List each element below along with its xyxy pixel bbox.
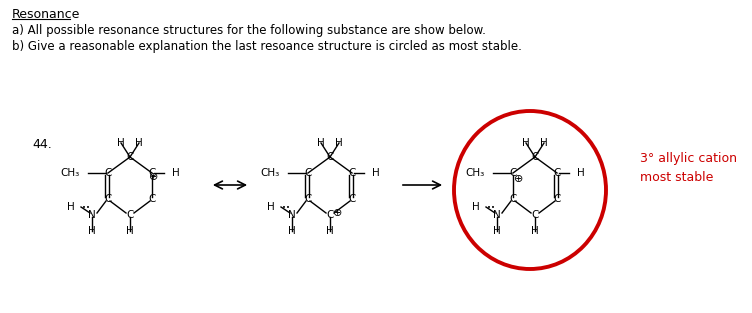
Text: C: C (326, 152, 334, 162)
Text: a) All possible resonance structures for the following substance are show below.: a) All possible resonance structures for… (12, 24, 486, 37)
Text: CH₃: CH₃ (261, 168, 280, 178)
Text: C: C (105, 168, 112, 178)
Text: b) Give a reasonable explanation the last resoance structure is circled as most : b) Give a reasonable explanation the las… (12, 40, 522, 53)
Text: H: H (531, 226, 539, 236)
Text: C: C (509, 194, 517, 204)
Text: C: C (105, 194, 112, 204)
Text: H: H (493, 226, 501, 236)
Text: H: H (326, 226, 334, 236)
Text: C: C (348, 194, 356, 204)
Text: C: C (305, 168, 311, 178)
Text: N: N (493, 210, 501, 220)
Text: C: C (126, 152, 134, 162)
Text: C: C (305, 194, 311, 204)
Text: H: H (540, 138, 548, 148)
Text: N: N (88, 210, 96, 220)
Text: H: H (67, 202, 75, 212)
Text: H: H (577, 168, 585, 178)
Text: ••: •• (487, 205, 495, 211)
Text: C: C (553, 168, 561, 178)
Text: C: C (348, 168, 356, 178)
Text: Resonance: Resonance (12, 8, 80, 21)
Text: C: C (126, 210, 134, 220)
Text: CH₃: CH₃ (61, 168, 80, 178)
Text: H: H (472, 202, 480, 212)
Text: H: H (88, 226, 96, 236)
Text: C: C (553, 194, 561, 204)
Text: H: H (288, 226, 296, 236)
Text: N: N (288, 210, 296, 220)
Text: 44.: 44. (32, 138, 52, 151)
Text: H: H (126, 226, 134, 236)
Text: H: H (335, 138, 343, 148)
Text: ••: •• (282, 205, 290, 211)
Text: H: H (172, 168, 180, 178)
Text: ⊕: ⊕ (150, 172, 159, 182)
Text: CH₃: CH₃ (465, 168, 485, 178)
Text: C: C (148, 168, 156, 178)
Text: H: H (135, 138, 143, 148)
Text: 3° allylic cation
most stable: 3° allylic cation most stable (640, 152, 737, 184)
Text: C: C (532, 152, 538, 162)
Text: C: C (532, 210, 538, 220)
Text: H: H (522, 138, 530, 148)
Text: H: H (372, 168, 380, 178)
Text: H: H (267, 202, 275, 212)
Text: ••: •• (82, 205, 90, 211)
Text: ⊕: ⊕ (333, 208, 343, 218)
Text: C: C (326, 210, 334, 220)
Text: ⊕: ⊕ (514, 174, 523, 184)
Text: C: C (148, 194, 156, 204)
Text: H: H (117, 138, 125, 148)
Text: C: C (509, 168, 517, 178)
Text: H: H (317, 138, 325, 148)
